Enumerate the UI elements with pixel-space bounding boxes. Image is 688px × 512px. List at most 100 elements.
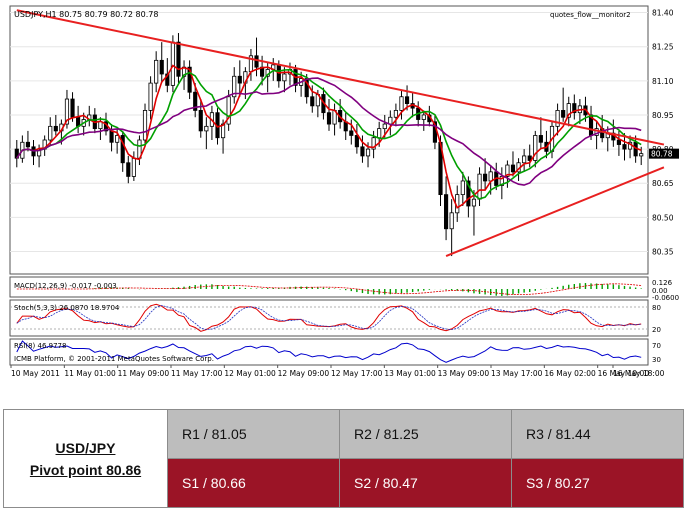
candle-body [505, 164, 510, 177]
r2-cell: R2 / 81.25 [339, 409, 512, 459]
symbol-label: USDJPY,H1 80.75 80.79 80.72 80.78 [14, 10, 158, 19]
stoch-panel [9, 299, 649, 337]
candle-body [193, 91, 198, 111]
time-label: 13 May 09:00 [438, 369, 490, 378]
r1-cell: R1 / 81.05 [167, 409, 340, 459]
candle-body [449, 212, 454, 230]
candle-body [444, 194, 449, 230]
candle-body [639, 153, 644, 157]
candle-body [616, 139, 621, 145]
candle-body [126, 162, 131, 177]
candle-body [471, 198, 477, 207]
candle-body [14, 148, 19, 159]
trendline-upper [16, 9, 665, 146]
chart-canvas: 81.4081.2581.1080.9580.8080.6580.5080.35… [9, 5, 679, 378]
macd-tick-high: 0.126 [652, 279, 673, 287]
pivot-point: Pivot point 80.86 [29, 461, 142, 478]
candle-body [187, 66, 192, 93]
candle-body [109, 130, 114, 143]
stoch-label: Stoch(5,3,3) 26.0870 18.9704 [14, 304, 120, 312]
stoch-signal-line [16, 305, 642, 331]
time-label: 12 May 01:00 [224, 369, 276, 378]
candle-body [64, 98, 70, 125]
candle-body [365, 148, 371, 157]
candle-body [533, 135, 538, 161]
macd-tick-zero: 0.00 [652, 287, 668, 295]
time-label: 13 May 01:00 [384, 369, 436, 378]
s2-cell: S2 / 80.47 [339, 458, 512, 508]
candle-body [304, 78, 309, 98]
candle-body [349, 130, 354, 136]
candle-body [460, 180, 465, 196]
pivot-table: USD/JPY Pivot point 80.86 R1 / 81.05 R2 … [3, 409, 684, 508]
rsi-panel [9, 338, 649, 366]
candle-body [566, 103, 571, 118]
s3-cell: S3 / 80.27 [511, 458, 684, 508]
time-label: 12 May 17:00 [331, 369, 383, 378]
macd-tick-low: -0.0600 [652, 294, 679, 302]
time-label: 12 May 09:00 [278, 369, 330, 378]
rsi-tick-70: 70 [652, 342, 661, 350]
indicator-label: quotes_flow__monitor2 [550, 11, 631, 19]
candle-body [165, 73, 170, 86]
rsi-line [16, 340, 642, 363]
candle-body [226, 96, 231, 125]
macd-series [16, 283, 642, 296]
price-tick-label: 80.65 [652, 179, 674, 188]
copyright-label: ICMB Platform, © 2001-2011 MetaQuotes So… [14, 355, 214, 363]
candle-body [326, 112, 332, 125]
candle-body [371, 137, 376, 150]
time-axis: 10 May 2011 11 May 01:00 11 May 09:00 11 Ma… [10, 365, 665, 378]
rsi-series [16, 340, 642, 363]
candle-body [421, 114, 426, 120]
candle-body [388, 116, 393, 125]
candle-body [48, 125, 53, 141]
candle-body [25, 141, 31, 148]
candle-body [310, 96, 315, 107]
candle-body [572, 103, 577, 114]
candle-body [404, 96, 410, 104]
candle-body [159, 59, 164, 75]
candle-body [510, 164, 516, 173]
ma-mid-line [16, 68, 642, 200]
candle-body [377, 128, 382, 139]
moving-average-lines [16, 64, 642, 209]
stoch-series [16, 303, 642, 332]
candle-body [399, 96, 404, 111]
ma-fast-line [16, 64, 642, 209]
time-label: 11 May 17:00 [171, 369, 223, 378]
candle-body [70, 98, 75, 118]
rsi-tick-30: 30 [652, 356, 661, 364]
candle-body [483, 173, 488, 182]
trendline-lower [445, 166, 665, 257]
candle-body [561, 110, 566, 118]
time-label: 11 May 09:00 [118, 369, 170, 378]
candle-body [466, 180, 471, 207]
candle-body [237, 75, 242, 84]
candle-body [131, 157, 136, 177]
candle-body [527, 155, 532, 161]
candle-body [170, 41, 175, 86]
candle-body [477, 173, 482, 200]
time-label: 16 May 18:00 [613, 369, 665, 378]
candle-body [154, 59, 159, 84]
candle-body [98, 121, 103, 130]
pair-cell: USD/JPY Pivot point 80.86 [3, 409, 168, 508]
price-tick-label: 80.50 [652, 213, 674, 222]
candle-body [499, 176, 504, 186]
macd-signal-line [16, 283, 642, 296]
price-tick-label: 80.35 [652, 248, 674, 257]
stoch-tick-20: 20 [652, 326, 661, 334]
candle-body [382, 123, 387, 130]
ma-slow-line [16, 77, 642, 186]
candle-body [555, 110, 560, 127]
rsi-label: RSI(8) 46.9778 [14, 342, 66, 350]
current-price-tag [649, 148, 679, 159]
candle-body [232, 75, 237, 98]
time-label: 10 May 2011 [11, 369, 60, 378]
current-price-value: 80.78 [651, 150, 673, 159]
time-label: 11 May 01:00 [64, 369, 116, 378]
candle-body [120, 135, 125, 164]
candle-body [522, 155, 527, 164]
